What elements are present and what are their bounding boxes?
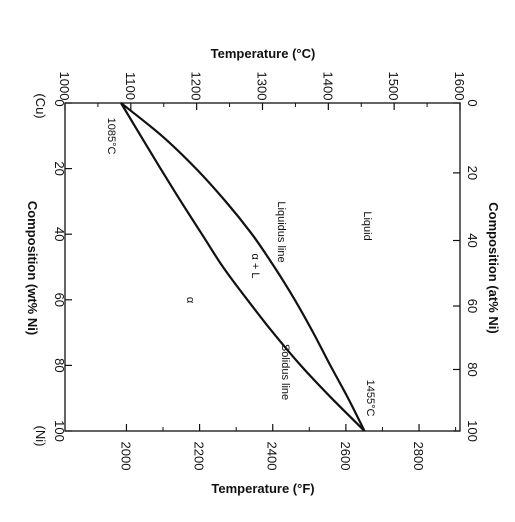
cu-melting-annotation: 1085°C <box>105 118 117 155</box>
cu-end-label: (Cu) <box>33 93 48 118</box>
wt-tick-label: 40 <box>52 227 67 241</box>
at-tick-label: 20 <box>465 166 480 180</box>
celsius-axis-title: Temperature (°C) <box>211 46 316 61</box>
alpha-region-label: α <box>184 297 196 304</box>
fahrenheit-tick-label: 2400 <box>265 442 280 471</box>
celsius-tick-label: 1500 <box>386 72 401 101</box>
at-tick-label: 40 <box>465 233 480 247</box>
wt-tick-label: 60 <box>52 293 67 307</box>
at-tick-label: 60 <box>465 299 480 313</box>
celsius-tick-label: 1000 <box>57 72 72 101</box>
liquidus-curve <box>120 102 366 432</box>
celsius-tick-label: 1400 <box>320 72 335 101</box>
fahrenheit-tick-label: 2600 <box>338 442 353 471</box>
wt-axis-title: Composition (wt% Ni) <box>25 201 40 335</box>
liquidus-line-label: Liquidus line <box>275 201 287 262</box>
celsius-tick-label: 1600 <box>452 72 467 101</box>
celsius-tick-label: 1300 <box>255 72 270 101</box>
two-phase-region-label: α + L <box>249 253 261 278</box>
ni-melting-annotation: 1455°C <box>364 380 376 417</box>
wt-tick-label: 100 <box>52 420 67 442</box>
fahrenheit-tick-label: 2200 <box>192 442 207 471</box>
wt-tick-label: 80 <box>52 358 67 372</box>
fahrenheit-axis-title: Temperature (°F) <box>211 481 314 496</box>
at-tick-label: 100 <box>465 420 480 442</box>
at-tick-label: 0 <box>465 99 480 106</box>
fahrenheit-tick-label: 2000 <box>118 442 133 471</box>
solidus-curve <box>120 102 366 432</box>
curves-layer <box>120 102 366 432</box>
at-tick-label: 80 <box>465 362 480 376</box>
at-axis-title: Composition (at% Ni) <box>486 202 501 333</box>
solidus-line-label: Solidus line <box>279 344 291 400</box>
wt-tick-label: 0 <box>52 99 67 106</box>
liquid-region-label: Liquid <box>361 211 373 240</box>
ni-end-label: (Ni) <box>33 426 48 447</box>
celsius-tick-label: 1100 <box>123 72 138 100</box>
fahrenheit-tick-label: 2800 <box>411 442 426 471</box>
celsius-tick-label: 1200 <box>189 72 204 101</box>
wt-tick-label: 20 <box>52 161 67 175</box>
plot-frame <box>64 102 461 432</box>
